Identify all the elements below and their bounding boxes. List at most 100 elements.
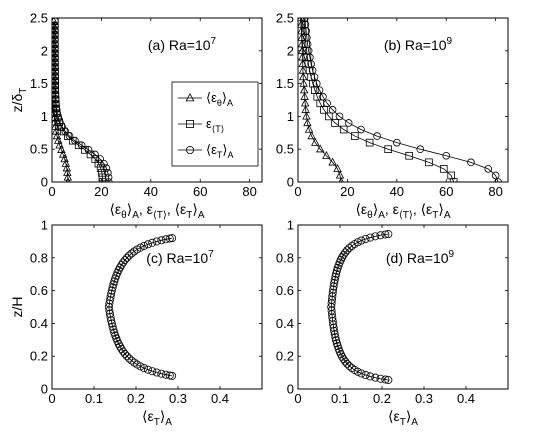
data-point-circle [52,31,59,39]
y-tick-label: 0.8 [276,250,294,265]
data-point-circle [104,169,112,177]
legend-label-part: T [217,150,223,160]
data-point [140,364,149,373]
axes-frame [297,224,509,390]
data-point-circle [52,63,59,71]
legend-label-part: ⟨ε [206,142,217,157]
x-tick-label: 0 [48,391,55,406]
y-tick-label: 0.8 [30,250,48,265]
data-point-square [405,151,413,160]
data-point [109,325,118,334]
panel-label-part: (a) Ra=10 [148,37,211,53]
data-point [332,269,341,278]
data-point [361,371,370,380]
x-tick-label: 20 [94,184,108,199]
data-point [109,280,118,289]
data-point-triangle [52,122,60,131]
data-point-triangle [300,91,309,100]
data-point-triangle [52,131,62,140]
x-axis-label-part: ⟩ [438,201,443,217]
data-point [357,369,366,378]
data-point-triangle [298,39,307,48]
data-point-square [339,125,348,134]
plot-area [327,230,393,384]
data-point-circle [52,67,59,76]
x-tick-label: 20 [340,184,354,199]
data-point-triangle [52,62,58,71]
data-point-triangle [52,71,59,80]
data-point-square [331,119,339,127]
y-tick-label: 0.5 [30,142,48,157]
data-point [347,363,356,372]
data-point [332,336,341,345]
data-point-triangle [52,34,58,43]
y-tick-label: 0 [41,175,48,190]
x-tick-label: 0.2 [373,391,391,406]
legend-label-part: ⟩ [222,90,227,105]
data-point-triangle [63,168,72,176]
x-tick-label: 0 [294,391,301,406]
data-point-circle [357,125,365,134]
data-point [339,355,348,364]
data-point-circle [52,49,59,58]
data-point [345,361,354,370]
data-point [376,231,385,240]
x-tick-label: 0.4 [211,391,229,406]
data-point-circle [105,178,113,182]
data-point-circle [52,22,59,30]
data-point-circle [467,158,475,167]
data-point [107,286,116,295]
data-point-circle [52,90,60,99]
data-point [144,365,153,374]
axes-frame [297,17,509,183]
x-axis-label-part: ⟩ [160,408,165,424]
data-point [157,236,166,245]
legend-marker-square [185,120,194,129]
data-point-circle [102,164,111,173]
data-point-square [439,165,448,173]
y-tick-label: 1.5 [276,76,294,91]
x-axis-label-part: T [432,210,438,221]
data-point [331,272,340,281]
x-tick-label: 80 [242,184,256,199]
data-point [127,356,136,365]
data-point [376,374,385,383]
data-point [384,375,393,384]
legend: ⟨εθ⟩Aε⟨T⟩⟨εT⟩A [171,81,259,167]
data-point-triangle [52,39,58,48]
data-point-triangle [299,78,308,87]
panel-label: (d) Ra=109 [386,249,455,266]
data-point-square [447,171,455,180]
data-point-circle [52,77,59,85]
data-point-circle [344,119,353,127]
data-point-triangle [300,98,310,107]
data-point [108,322,117,331]
data-point [136,243,145,252]
data-point-triangle [299,85,309,94]
x-tick-label: 0 [48,184,55,199]
y-tick-label: 0.2 [30,349,48,364]
legend-label-part: A [227,98,233,108]
data-point-square [98,178,107,182]
legend-label: ⟨εθ⟩A [206,90,233,108]
panel-label: (b) Ra=109 [384,36,453,53]
data-point-circle [52,104,61,113]
x-tick-label: 60 [439,184,453,199]
data-point-triangle [52,25,58,34]
x-axis-label-part: , ε [385,201,399,217]
x-tick-label: 80 [488,184,502,199]
x-axis-label-part: A [411,417,418,428]
data-point-circle [52,18,59,26]
data-point-circle [54,113,63,122]
data-point-circle [315,86,324,94]
data-point-triangle [307,131,316,140]
data-point-circle [52,58,59,67]
data-point-circle [65,132,74,140]
panel-label-part: (b) Ra=10 [384,37,447,53]
data-point [345,244,354,253]
data-point [161,370,170,379]
panel-label-part: 9 [449,249,455,260]
